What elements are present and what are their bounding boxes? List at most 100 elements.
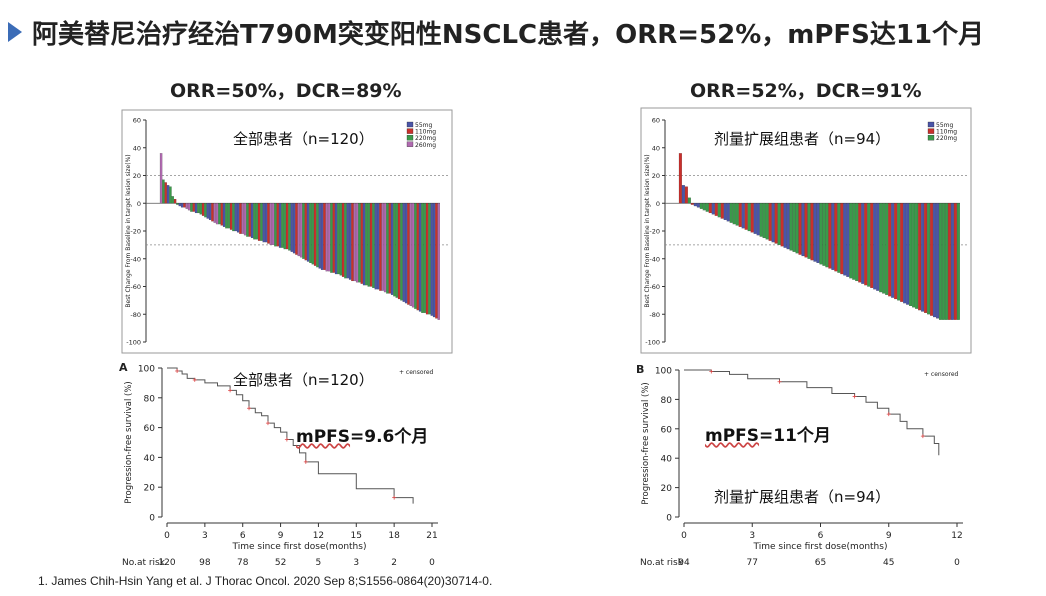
waterfall-right-bar xyxy=(861,203,865,284)
waterfall-right-bar xyxy=(858,203,862,283)
waterfall-left-bar xyxy=(411,203,415,308)
waterfall-right-bar xyxy=(876,203,880,291)
waterfall-left-bar xyxy=(325,203,328,272)
waterfall-right-bar xyxy=(909,203,913,307)
km-right-censor-mark xyxy=(777,379,782,384)
waterfall-left-bar xyxy=(173,199,177,204)
waterfall-left-bar xyxy=(372,203,375,288)
waterfall-right-bar xyxy=(927,203,931,315)
waterfall-left-bar xyxy=(348,203,352,280)
waterfall-left-bar xyxy=(213,203,216,223)
waterfall-right-bar xyxy=(786,203,790,250)
waterfall-right-bar xyxy=(953,203,957,320)
waterfall-right-bar xyxy=(756,203,760,236)
waterfall-left-legend-swatch xyxy=(406,121,414,128)
waterfall-right-bar xyxy=(915,203,919,309)
waterfall-right-bar xyxy=(956,203,960,320)
waterfall-right-bar xyxy=(882,203,886,294)
km-left-mpfs-label: mPFS xyxy=(296,427,351,447)
waterfall-right-bar xyxy=(783,203,787,248)
waterfall-right-bar xyxy=(918,203,922,311)
km-left-risk-count: 3 xyxy=(353,558,359,568)
waterfall-left-bar xyxy=(404,203,408,304)
km-left-censor-mark xyxy=(228,388,233,393)
waterfall-right-bar xyxy=(933,203,937,318)
waterfall-right-bar xyxy=(681,185,685,204)
waterfall-right-legend-label: 220mg xyxy=(936,135,957,142)
waterfall-right-legend-label: 110mg xyxy=(936,129,957,136)
waterfall-left-bar xyxy=(423,203,426,313)
km-left-censor-mark xyxy=(303,459,308,464)
waterfall-right-ytick-label: -40 xyxy=(649,255,660,263)
waterfall-left-bar xyxy=(355,203,359,283)
waterfall-left-bar xyxy=(201,203,205,216)
waterfall-left-bar xyxy=(379,203,382,291)
waterfall-right-bar xyxy=(938,203,942,320)
waterfall-left-legend-label: 110mg xyxy=(415,129,436,136)
waterfall-left-bar xyxy=(332,203,335,273)
waterfall-left-bar xyxy=(229,203,233,230)
waterfall-left-bar xyxy=(199,203,202,215)
km-right-xtick-label: 0 xyxy=(681,531,687,541)
km-left-xtick-label: 6 xyxy=(240,531,246,541)
waterfall-right-bar xyxy=(792,203,796,252)
km-left-xtick-label: 15 xyxy=(351,531,362,541)
km-right-xtick-label: 9 xyxy=(886,531,892,541)
waterfall-right-bar xyxy=(843,203,847,276)
waterfall-left-bar xyxy=(180,203,184,208)
km-left-mpfs: mPFS=9.6个月 xyxy=(296,422,428,447)
km-left-xtick-label: 0 xyxy=(164,531,170,541)
waterfall-left-bar xyxy=(194,203,198,214)
km-left-xtick-label: 18 xyxy=(388,531,400,541)
waterfall-left-bar xyxy=(290,203,293,252)
waterfall-right-bar xyxy=(771,203,775,243)
waterfall-left-bar xyxy=(283,203,286,250)
km-left-censor-mark xyxy=(392,495,397,500)
waterfall-left-bar xyxy=(365,203,368,286)
km-right-curve xyxy=(684,369,940,456)
waterfall-right-bar xyxy=(699,203,703,209)
waterfall-left-bar xyxy=(206,203,209,219)
waterfall-left-bar xyxy=(297,203,300,257)
waterfall-left-bar xyxy=(381,203,384,291)
km-right-risk-count: 65 xyxy=(815,558,826,568)
waterfall-left-bar xyxy=(425,203,429,315)
waterfall-right-bar xyxy=(930,203,934,316)
waterfall-right-ytick-label: 20 xyxy=(652,172,660,180)
waterfall-right-bar xyxy=(870,203,874,288)
waterfall-left-bar xyxy=(414,203,417,309)
km-left-risk-count: 52 xyxy=(275,558,286,568)
waterfall-right-bar xyxy=(780,203,784,247)
waterfall-left-bar xyxy=(316,203,319,268)
waterfall-left-bar xyxy=(407,203,410,305)
waterfall-right-bar xyxy=(804,203,808,258)
waterfall-left-bar xyxy=(386,203,389,294)
waterfall-right-bar xyxy=(894,203,898,300)
waterfall-left-bar xyxy=(390,203,394,295)
waterfall-right-bar xyxy=(834,203,838,272)
waterfall-left-bar xyxy=(374,203,377,290)
waterfall-right-bar xyxy=(762,203,766,239)
waterfall-right-bar xyxy=(765,203,769,240)
waterfall-right-bar xyxy=(849,203,853,279)
waterfall-left-bar xyxy=(204,203,207,218)
km-right-risk-count: 77 xyxy=(747,558,758,568)
waterfall-right-bar xyxy=(759,203,763,237)
waterfall-left-bar xyxy=(402,203,405,302)
waterfall-right-bar xyxy=(693,203,697,207)
waterfall-right-bar xyxy=(807,203,811,259)
km-left-risk-count: 0 xyxy=(429,558,435,568)
waterfall-left-bar xyxy=(367,203,370,287)
km-right-ytick-label: 60 xyxy=(661,425,673,435)
km-left-ytick-label: 60 xyxy=(144,424,156,434)
km-right-xtick-label: 3 xyxy=(749,531,755,541)
waterfall-left-bar xyxy=(395,203,398,298)
waterfall-left-ytick-label: 60 xyxy=(133,117,141,125)
waterfall-left-annotation: 全部患者（n=120） xyxy=(233,130,374,148)
waterfall-right-bar xyxy=(944,203,948,320)
waterfall-right-bar xyxy=(717,203,721,218)
km-right-mpfs-label: mPFS xyxy=(705,426,760,446)
waterfall-right-ytick-label: -20 xyxy=(649,228,660,236)
waterfall-right-bar xyxy=(897,203,901,301)
